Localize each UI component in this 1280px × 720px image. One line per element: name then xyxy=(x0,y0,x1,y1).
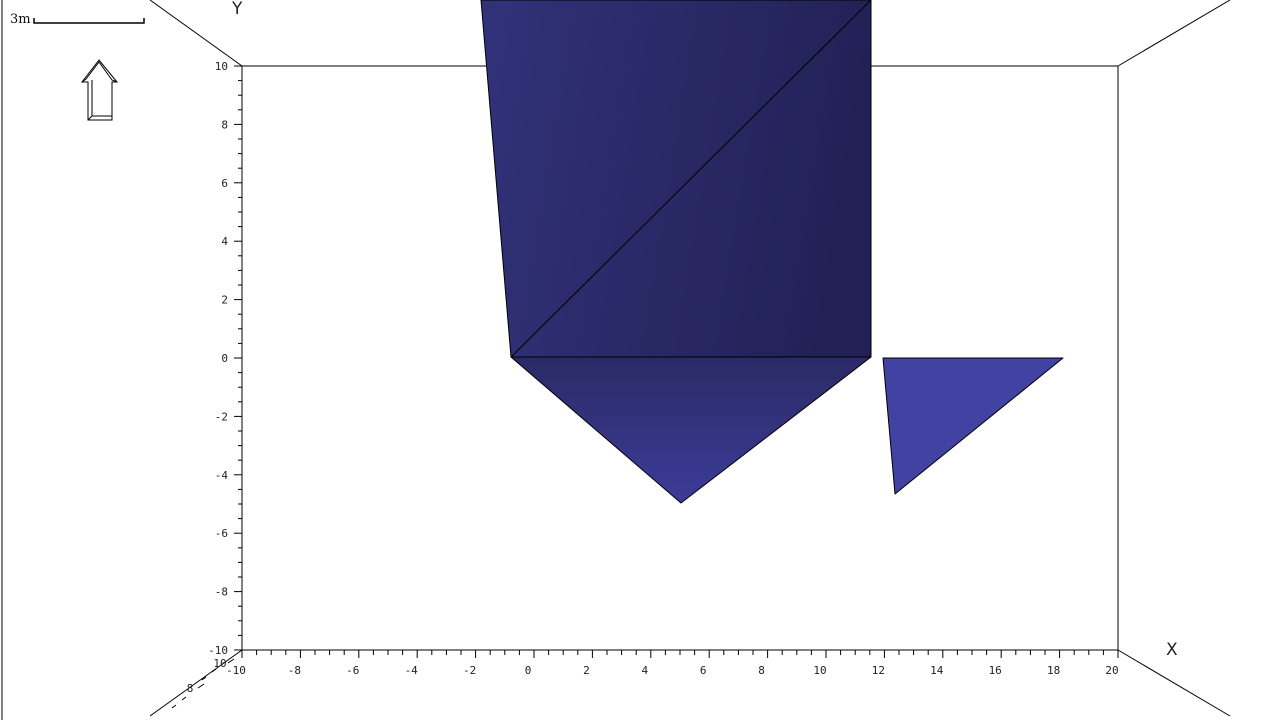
y-tick-label: 6 xyxy=(221,177,228,190)
y-tick-label: -6 xyxy=(215,527,228,540)
x-tick-label: 10 xyxy=(813,664,826,677)
mesh-front-face[interactable] xyxy=(480,0,872,358)
separate-triangle[interactable] xyxy=(882,357,1064,495)
z-tick xyxy=(211,668,217,673)
z-tick-label: 8 xyxy=(187,682,194,695)
x-tick-label: -2 xyxy=(463,664,476,677)
scale-bar-line xyxy=(33,18,145,24)
mesh-diagonal-edge xyxy=(510,0,872,358)
up-arrow-orientation-icon xyxy=(80,59,119,121)
x-tick-label: 14 xyxy=(930,664,944,677)
box-edge-bottom-left xyxy=(149,649,243,717)
z-tick xyxy=(201,676,207,681)
x-tick-label: -6 xyxy=(346,664,359,677)
y-tick-label: -4 xyxy=(215,469,229,482)
scale-bar-label: 3m xyxy=(10,12,31,27)
z-tick xyxy=(181,696,187,701)
x-tick-label: -10 xyxy=(226,664,246,677)
box-edge-top-right xyxy=(1117,0,1231,67)
y-tick-label: -10 xyxy=(208,644,228,657)
y-tick-label: -2 xyxy=(215,410,228,423)
z-tick-label: 10 xyxy=(213,657,226,670)
x-tick-label: 4 xyxy=(641,664,648,677)
y-axis-title: Y xyxy=(231,0,243,19)
x-axis: -10 -8 -6 -4 -2 0 2 4 6 8 10 12 14 16 18 20 xyxy=(226,650,1119,677)
y-tick-label: 8 xyxy=(221,118,228,131)
z-tick xyxy=(197,683,205,689)
x-tick-label: -8 xyxy=(288,664,301,677)
x-tick-label: 6 xyxy=(700,664,707,677)
y-axis: 10 8 6 4 2 0 -2 -4 -6 -8 -10 xyxy=(208,60,242,657)
mesh-shapes[interactable] xyxy=(480,0,1064,504)
x-axis-title: X xyxy=(1166,640,1178,660)
y-tick-label: 0 xyxy=(221,352,228,365)
scale-bar: 3m xyxy=(10,12,145,27)
mesh-bottom-face[interactable] xyxy=(510,356,872,504)
box-edge-top-left xyxy=(149,0,243,67)
x-tick-label: 8 xyxy=(758,664,765,677)
x-tick-label: 20 xyxy=(1105,664,1118,677)
y-tick-label: 4 xyxy=(221,235,228,248)
x-tick-label: 0 xyxy=(525,664,532,677)
x-tick-label: 16 xyxy=(989,664,1002,677)
y-tick-label: -8 xyxy=(215,586,228,599)
z-tick xyxy=(171,704,177,709)
x-tick-label: 18 xyxy=(1047,664,1060,677)
z-tick xyxy=(227,658,235,664)
box-edge-bottom-right xyxy=(1117,649,1231,717)
x-tick-label: 2 xyxy=(583,664,590,677)
z-axis: 10 8 xyxy=(171,657,235,709)
y-tick-label: 10 xyxy=(215,60,228,73)
x-tick-label: -4 xyxy=(405,664,419,677)
x-tick-label: 12 xyxy=(872,664,885,677)
y-tick-label: 2 xyxy=(221,294,228,307)
